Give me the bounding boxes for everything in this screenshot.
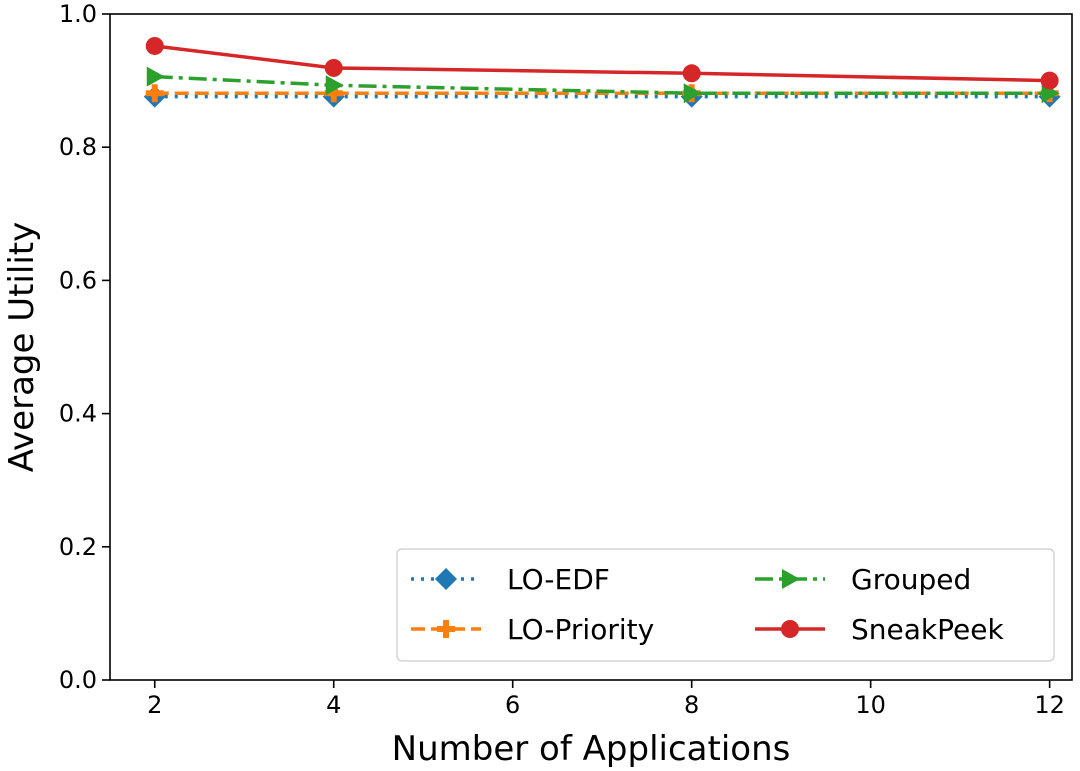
y-tick-label: 0.2 xyxy=(59,533,97,561)
data-point-sneakpeek xyxy=(682,64,701,83)
y-tick-label: 1.0 xyxy=(59,0,97,28)
series-layer xyxy=(143,36,1061,108)
legend-entry-sneakpeek: SneakPeek xyxy=(755,613,1004,646)
y-tick-label: 0.4 xyxy=(59,400,97,428)
legend-entry-grouped: Grouped xyxy=(755,563,971,596)
data-point-sneakpeek xyxy=(1040,71,1059,90)
legend-swatch-marker xyxy=(437,620,455,638)
legend-entry-lo-priority: LO-Priority xyxy=(411,613,654,646)
x-tick-label: 2 xyxy=(147,691,162,719)
plot-frame xyxy=(109,13,1073,681)
legend-label: Grouped xyxy=(851,563,971,596)
legend-swatch-marker xyxy=(781,620,799,638)
series-lo-edf xyxy=(143,85,1061,108)
legend-label: LO-EDF xyxy=(507,563,610,596)
series-line-grouped xyxy=(154,74,1050,96)
data-point-sneakpeek xyxy=(145,36,164,55)
x-tick-label: 4 xyxy=(326,691,341,719)
data-point-grouped xyxy=(146,66,165,87)
legend-swatch-marker xyxy=(435,568,457,590)
y-tick-label: 0.8 xyxy=(59,133,97,161)
x-tick-label: 12 xyxy=(1034,691,1065,719)
data-point-grouped xyxy=(683,83,702,104)
x-tick-label: 10 xyxy=(855,691,886,719)
legend-swatch-marker xyxy=(782,569,800,589)
series-sneakpeek xyxy=(145,36,1059,90)
data-point-sneakpeek xyxy=(324,58,343,77)
y-axis-label: Average Utility xyxy=(2,222,42,472)
legend-box xyxy=(396,548,1055,662)
x-tick-label: 8 xyxy=(684,691,699,719)
data-point-lo-priority xyxy=(145,84,164,103)
x-tick-label: 6 xyxy=(505,691,520,719)
series-lo-priority xyxy=(145,84,1059,103)
legend-label: LO-Priority xyxy=(507,613,654,646)
x-axis-label: Number of Applications xyxy=(392,729,791,769)
series-line-sneakpeek xyxy=(154,44,1050,83)
ticks-layer: 2 4 6 8 10 12 0.0 0.2 0.4 0.6 0.8 1.0 xyxy=(59,0,1065,719)
data-point-grouped xyxy=(325,75,344,96)
y-tick-label: 0.6 xyxy=(59,266,97,294)
legend-label: SneakPeek xyxy=(851,613,1004,646)
legend: LO-EDF Grouped LO-Priority SneakPeek xyxy=(396,548,1055,662)
legend-entry-lo-edf: LO-EDF xyxy=(411,563,610,596)
y-tick-label: 0.0 xyxy=(59,666,97,694)
